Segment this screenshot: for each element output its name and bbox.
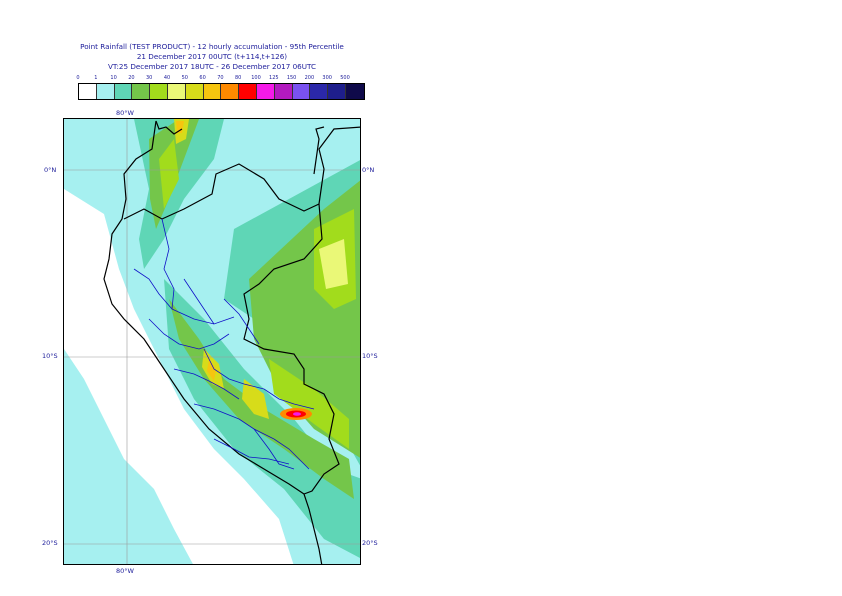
legend-labels: 0 1 10 20 30 40 50 60 70 80 100 125 150 200 300 500 bbox=[76, 75, 356, 84]
map-title-line2: 21 December 2017 00UTC (t+114,t+126) bbox=[136, 52, 288, 61]
legend-color-box bbox=[114, 84, 133, 99]
legend-threshold-label: 20 bbox=[128, 75, 135, 81]
lat-label-10-right: 10°S bbox=[362, 352, 378, 360]
legend-threshold-label: 30 bbox=[146, 75, 153, 81]
rainfall-area-light-ocean-2 bbox=[64, 119, 124, 164]
country-borders bbox=[103, 120, 360, 564]
legend-color-box bbox=[239, 84, 257, 99]
legend-color-box bbox=[274, 84, 293, 99]
legend-color-box bbox=[132, 84, 151, 99]
legend-threshold-label: 125 bbox=[269, 75, 279, 81]
regional-borders bbox=[133, 218, 315, 470]
rainfall-map bbox=[63, 118, 361, 565]
legend-threshold-label: 70 bbox=[217, 75, 224, 81]
lon-label-top: 80°W bbox=[116, 109, 134, 117]
rainfall-area-light-ocean bbox=[64, 349, 193, 564]
map-title-line3: VT:25 December 2017 18UTC - 26 December … bbox=[107, 62, 316, 71]
legend-color-box bbox=[221, 84, 240, 99]
legend-color-box bbox=[167, 84, 186, 99]
map-title-line1: Point Rainfall (TEST PRODUCT) - 12 hourl… bbox=[80, 42, 344, 51]
legend-threshold-label: 200 bbox=[304, 75, 315, 81]
lat-label-10-left: 10°S bbox=[42, 352, 58, 360]
legend-color-box bbox=[328, 84, 346, 99]
legend-color-box bbox=[310, 84, 329, 99]
legend-threshold-label: 50 bbox=[181, 75, 188, 81]
legend-threshold-label: 1 bbox=[94, 75, 98, 81]
legend-color-box bbox=[185, 84, 204, 99]
rainfall-area-green-andes bbox=[169, 299, 354, 499]
legend-color-box bbox=[79, 84, 97, 99]
legend-threshold-label: 100 bbox=[251, 75, 261, 81]
lat-label-0-left: 0°N bbox=[44, 166, 57, 174]
legend-threshold-label: 150 bbox=[286, 75, 297, 81]
rainfall-map-svg bbox=[64, 119, 360, 564]
legend-threshold-label: 10 bbox=[110, 75, 117, 81]
rainfall-area-lime-2 bbox=[269, 359, 349, 449]
color-legend: 0 1 10 20 30 40 50 60 70 80 100 125 150 200 300 500 bbox=[76, 75, 365, 100]
legend-color-box bbox=[292, 84, 311, 99]
lon-label-bottom: 80°W bbox=[116, 567, 134, 575]
legend-color-boxes bbox=[78, 83, 365, 100]
rainfall-core-magenta bbox=[293, 412, 301, 416]
legend-threshold-label: 0 bbox=[76, 75, 80, 81]
lat-label-20-right: 20°S bbox=[362, 539, 378, 547]
legend-threshold-label: 60 bbox=[199, 75, 206, 81]
legend-threshold-label: 500 bbox=[340, 75, 350, 81]
legend-color-box bbox=[345, 84, 364, 99]
legend-threshold-label: 80 bbox=[235, 75, 242, 81]
lat-label-20-left: 20°S bbox=[42, 539, 58, 547]
legend-color-box bbox=[150, 84, 168, 99]
rainfall-area-lime-3 bbox=[159, 139, 179, 209]
legend-color-box bbox=[256, 84, 275, 99]
legend-threshold-label: 300 bbox=[322, 75, 332, 81]
legend-color-box bbox=[203, 84, 222, 99]
rainfall-spot-orange-1 bbox=[207, 359, 216, 381]
rainfall-spot-orange-2 bbox=[176, 121, 184, 133]
legend-threshold-label: 40 bbox=[163, 75, 171, 81]
rainfall-area-pale-yellow bbox=[319, 239, 348, 289]
legend-color-box bbox=[96, 84, 115, 99]
graticule bbox=[64, 119, 360, 564]
lat-label-0-right: 0°N bbox=[362, 166, 375, 174]
rainfall-spot-yellow-2 bbox=[242, 379, 269, 419]
